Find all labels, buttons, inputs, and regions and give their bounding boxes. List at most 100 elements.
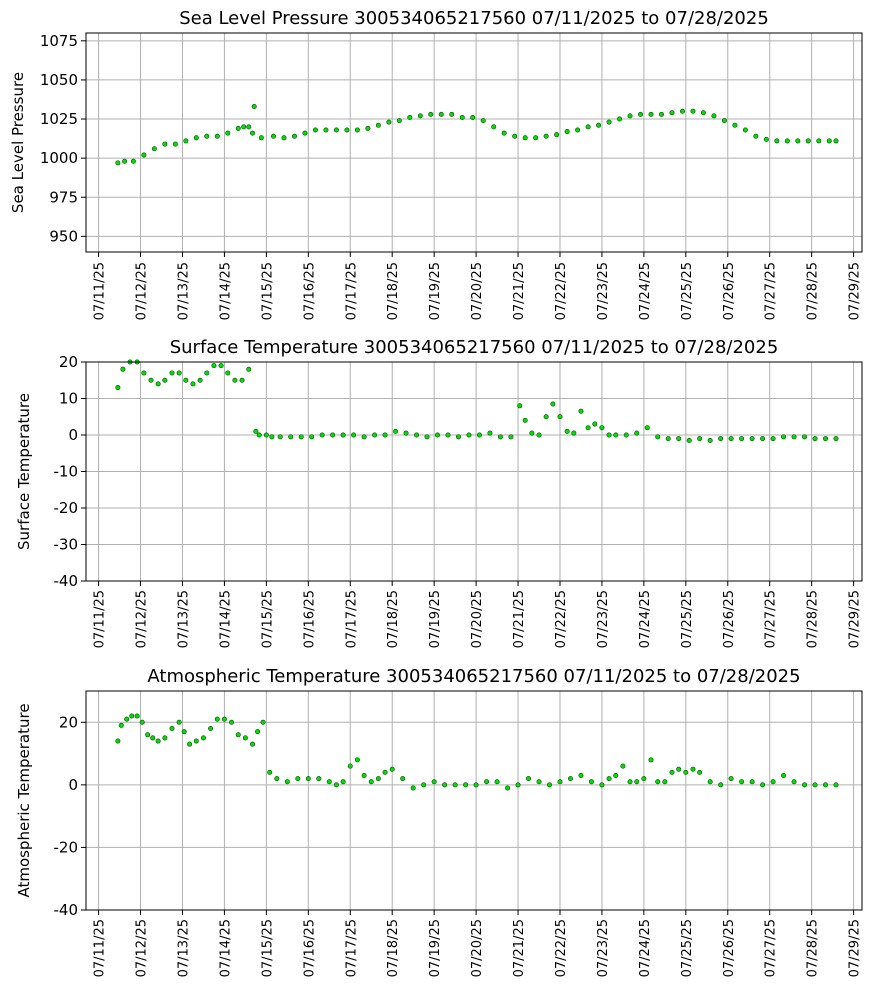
data-point	[400, 776, 406, 782]
data-point	[512, 133, 518, 139]
data-point	[620, 763, 626, 769]
x-tick-label: 07/13/25	[176, 919, 191, 977]
data-point	[770, 779, 776, 785]
data-point	[760, 782, 766, 788]
data-point	[742, 127, 748, 133]
data-point	[728, 776, 734, 782]
data-point	[529, 430, 535, 436]
y-axis-label: Atmospheric Temperature	[15, 703, 33, 897]
data-point	[361, 772, 367, 778]
y-axis-label: Surface Temperature	[15, 393, 33, 550]
data-point	[592, 421, 598, 427]
data-point	[585, 425, 591, 431]
data-point	[707, 779, 713, 785]
data-point	[455, 434, 461, 440]
x-tick-label: 07/14/25	[218, 919, 233, 977]
x-tick-label: 07/29/25	[848, 262, 863, 320]
x-tick-label: 07/11/25	[93, 262, 108, 320]
x-tick-label: 07/20/25	[470, 919, 485, 977]
x-tick-label: 07/15/25	[260, 262, 275, 320]
data-point	[258, 135, 264, 141]
data-point	[319, 432, 325, 438]
data-point	[466, 432, 472, 438]
data-point	[375, 776, 381, 782]
data-point	[169, 370, 175, 376]
data-point	[596, 122, 602, 128]
x-tick-label: 07/13/25	[176, 262, 191, 320]
data-point	[421, 782, 427, 788]
data-point	[256, 432, 262, 438]
data-point	[169, 726, 175, 732]
data-point	[641, 776, 647, 782]
data-point	[826, 138, 832, 144]
data-point	[823, 436, 829, 442]
data-point	[277, 434, 283, 440]
data-point	[218, 363, 224, 369]
data-series	[115, 713, 839, 791]
data-point	[200, 735, 206, 741]
data-point	[428, 111, 434, 117]
data-point	[389, 766, 395, 772]
data-point	[517, 403, 523, 409]
data-point	[501, 130, 507, 136]
data-point	[505, 785, 511, 791]
data-point	[459, 114, 465, 120]
data-point	[229, 719, 235, 725]
x-tick-label: 07/17/25	[344, 919, 359, 977]
data-point	[491, 124, 497, 130]
data-point	[333, 127, 339, 133]
data-point	[393, 428, 399, 434]
data-point	[669, 110, 675, 116]
y-tick-label: 1000	[40, 149, 78, 167]
data-point	[410, 785, 416, 791]
data-point	[246, 124, 252, 130]
x-tick-label: 07/11/25	[93, 919, 108, 977]
data-point	[211, 363, 217, 369]
x-tick-label: 07/12/25	[135, 590, 150, 648]
data-point	[665, 436, 671, 442]
data-point	[344, 127, 350, 133]
y-tick-label: -40	[54, 572, 79, 590]
x-tick-label: 07/22/25	[554, 919, 569, 977]
data-point	[494, 779, 500, 785]
data-point	[487, 430, 493, 436]
data-point	[627, 779, 633, 785]
data-point	[707, 437, 713, 443]
y-tick-label: -30	[54, 536, 79, 554]
data-point	[263, 432, 269, 438]
plot-frame	[85, 690, 863, 911]
data-point	[557, 779, 563, 785]
data-point	[118, 722, 124, 728]
data-point	[333, 782, 339, 788]
data-point	[606, 119, 612, 125]
x-tick-label: 07/28/25	[806, 919, 821, 977]
x-tick-label: 07/22/25	[554, 590, 569, 648]
x-tick-label: 07/24/25	[638, 919, 653, 977]
data-point	[449, 111, 455, 117]
data-point	[253, 428, 259, 434]
chart-panel-2: -40 -30 -20 -10 0 10 20 07/11/25 07/12/25 07/13/2…	[15, 337, 863, 648]
y-tick-label: 20	[59, 713, 78, 731]
x-tick-label: 07/25/25	[680, 919, 695, 977]
data-point	[508, 434, 514, 440]
data-point	[239, 377, 245, 383]
x-tick-label: 07/14/25	[218, 590, 233, 648]
data-point	[533, 135, 539, 141]
data-point	[648, 111, 654, 117]
x-tick-label: 07/16/25	[302, 919, 317, 977]
x-tick-label: 07/21/25	[512, 262, 527, 320]
x-tick-label: 07/16/25	[302, 262, 317, 320]
data-point	[330, 432, 336, 438]
data-point	[823, 782, 829, 788]
x-tick-label: 07/23/25	[596, 919, 611, 977]
data-point	[372, 432, 378, 438]
data-point	[442, 782, 448, 788]
y-tick-label: 1025	[40, 110, 78, 128]
data-point	[340, 432, 346, 438]
data-point	[312, 127, 318, 133]
data-point	[438, 111, 444, 117]
data-point	[214, 133, 220, 139]
data-point	[431, 779, 437, 785]
chart-title: Sea Level Pressure 300534065217560 07/11…	[179, 8, 769, 29]
data-point	[190, 381, 196, 387]
